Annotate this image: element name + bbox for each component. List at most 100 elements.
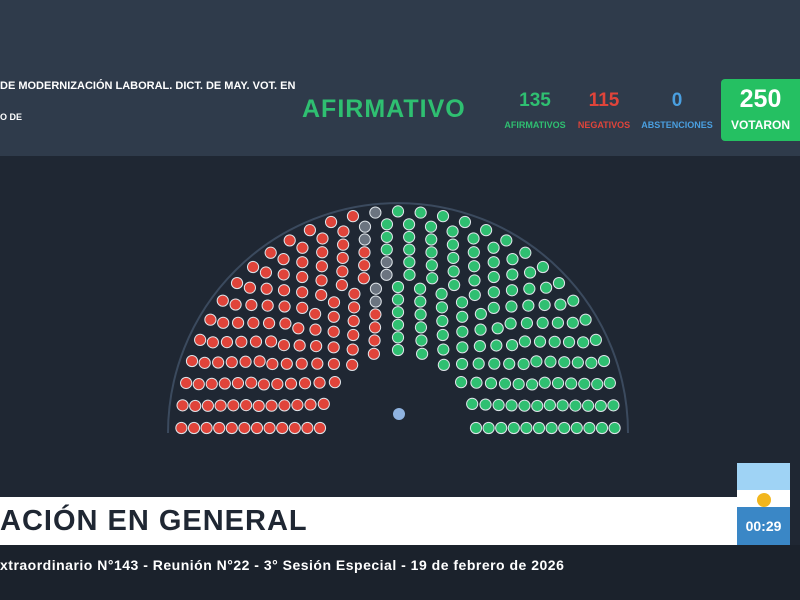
seat xyxy=(380,268,393,281)
seat xyxy=(369,206,382,219)
seat xyxy=(522,299,535,312)
hemicycle xyxy=(167,202,629,435)
seat xyxy=(579,313,592,326)
seat xyxy=(257,378,271,391)
seat xyxy=(245,376,258,389)
seat xyxy=(570,421,583,435)
seat xyxy=(327,296,341,309)
seat xyxy=(425,246,438,259)
seat xyxy=(380,230,393,244)
seat xyxy=(391,205,405,218)
seat xyxy=(446,225,459,238)
seat xyxy=(467,246,480,259)
seat xyxy=(474,307,487,321)
seat xyxy=(310,340,323,353)
seat xyxy=(348,287,361,301)
seat xyxy=(235,335,248,348)
seat xyxy=(204,313,217,326)
seat xyxy=(512,377,525,391)
seat xyxy=(296,301,309,315)
seat xyxy=(436,328,449,342)
seat xyxy=(505,399,518,412)
seat xyxy=(189,399,202,413)
seat xyxy=(369,282,383,295)
seat xyxy=(194,333,207,347)
seat xyxy=(519,246,532,259)
hemicycle-outline xyxy=(167,202,629,434)
seat xyxy=(455,357,469,371)
seat xyxy=(505,284,519,297)
seat xyxy=(369,295,382,308)
seat xyxy=(250,421,264,435)
subtitle: xtraordinario N°143 - Reunión N°22 - 3° … xyxy=(0,557,565,573)
seat xyxy=(176,399,189,412)
seat xyxy=(487,286,500,299)
seat xyxy=(518,399,531,412)
seat xyxy=(261,299,274,312)
seat xyxy=(548,335,561,348)
seat xyxy=(309,307,322,321)
seat xyxy=(538,376,551,389)
seat xyxy=(505,339,519,352)
count-label: NEGATIVOS xyxy=(577,120,631,130)
seat xyxy=(200,421,213,435)
seat xyxy=(368,321,382,334)
seat xyxy=(532,421,546,435)
count-label: ABSTENCIONES xyxy=(641,120,713,130)
seat xyxy=(346,210,360,223)
seat xyxy=(277,339,291,352)
seat xyxy=(467,232,480,245)
seat xyxy=(424,220,438,233)
seat xyxy=(296,241,309,254)
seat xyxy=(313,421,327,435)
seat xyxy=(458,215,472,229)
seat xyxy=(414,308,427,321)
seat xyxy=(437,343,450,356)
seat xyxy=(531,399,544,413)
seat xyxy=(413,282,427,295)
seat xyxy=(571,356,584,369)
seat xyxy=(316,232,329,245)
count-label: AFIRMATIVOS xyxy=(504,120,566,130)
seat xyxy=(213,421,226,435)
seat xyxy=(192,378,205,391)
seat xyxy=(206,336,219,349)
seat xyxy=(566,316,579,329)
seat xyxy=(530,355,543,368)
seat xyxy=(246,260,260,274)
seat xyxy=(391,280,405,294)
seat xyxy=(288,421,301,435)
seat xyxy=(220,335,234,349)
seat xyxy=(180,376,193,390)
seat xyxy=(277,253,290,266)
seat xyxy=(347,328,360,342)
seat xyxy=(425,259,438,272)
seat xyxy=(520,317,534,330)
seat xyxy=(358,259,371,272)
seat xyxy=(264,335,278,348)
seat xyxy=(240,399,253,412)
seat xyxy=(327,325,340,338)
seat xyxy=(283,234,296,247)
seat xyxy=(278,399,291,412)
seat xyxy=(468,260,481,273)
seat xyxy=(284,377,298,390)
flag-sun xyxy=(757,493,771,507)
seat xyxy=(293,339,306,352)
seat xyxy=(595,421,609,435)
absent-seats xyxy=(358,206,393,308)
seat xyxy=(577,336,590,349)
seat xyxy=(391,331,405,344)
seat xyxy=(253,355,266,368)
seat xyxy=(607,399,620,412)
seat xyxy=(346,343,359,356)
seat xyxy=(231,316,245,329)
seat xyxy=(603,376,616,390)
seat xyxy=(456,325,469,338)
seat xyxy=(506,253,519,266)
seat xyxy=(552,276,566,290)
seat xyxy=(569,399,582,412)
seat xyxy=(278,300,291,313)
seat xyxy=(582,399,595,412)
